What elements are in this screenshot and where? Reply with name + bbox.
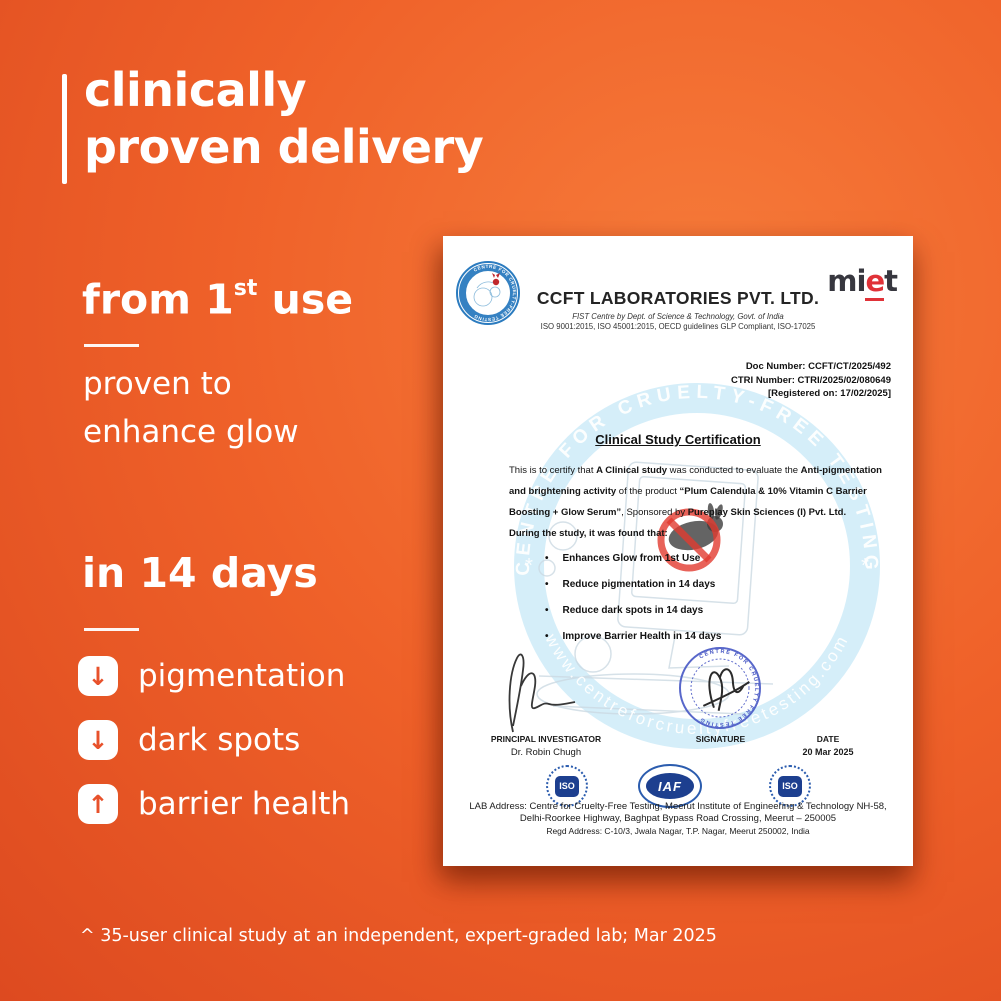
miet-mi: mi bbox=[827, 264, 866, 298]
down-arrow-icon: ↓ bbox=[78, 656, 118, 696]
date-value: 20 Mar 2025 bbox=[802, 747, 854, 757]
result-label: dark spots bbox=[138, 722, 301, 758]
doc-number: Doc Number: CCFT/CT/2025/492 bbox=[745, 361, 891, 372]
result-barrier-health: ↑ barrier health bbox=[78, 784, 350, 824]
logo-rabbit-mark bbox=[492, 273, 500, 286]
ccft-logo-icon: CENTRE FOR CRUELTY-FREE TESTING bbox=[456, 261, 520, 325]
investigator-signature bbox=[508, 653, 576, 733]
miet-logo: miet bbox=[827, 264, 898, 301]
divider-first-use bbox=[84, 344, 139, 347]
date-label: DATE bbox=[816, 734, 840, 744]
result-label: pigmentation bbox=[138, 658, 346, 694]
body-text: , Sponsored by bbox=[621, 507, 688, 518]
ctri-number: CTRI Number: CTRI/2025/02/080649 bbox=[731, 374, 891, 386]
down-arrow-icon: ↓ bbox=[78, 720, 118, 760]
iso-badge-label: ISO bbox=[778, 775, 802, 797]
org-name: CCFT LABORATORIES PVT. LTD. bbox=[536, 288, 820, 308]
first-use-text: from 1 bbox=[82, 275, 234, 324]
signature-label: SIGNATURE bbox=[695, 734, 746, 744]
iso-badge-icon: ISO bbox=[769, 765, 811, 807]
regd-address: Regd Address: C-10/3, Jwala Nagar, T.P. … bbox=[546, 826, 810, 836]
certificate: CENTRE FOR CRUELTY-FREE TESTING www.cent… bbox=[443, 236, 913, 866]
headline: clinically proven delivery bbox=[84, 62, 484, 176]
headline-accent-bar bbox=[62, 74, 67, 184]
first-use-tail: use bbox=[257, 275, 354, 324]
result-pigmentation: ↓ pigmentation bbox=[78, 656, 345, 696]
body-bold: A Clinical study bbox=[596, 465, 668, 476]
org-iso-line: ISO 9001:2015, ISO 45001:2015, OECD guid… bbox=[540, 322, 816, 331]
certificate-body: This is to certify that A Clinical study… bbox=[509, 460, 883, 650]
lab-address-line1: LAB Address: Centre for Cruelty-Free Tes… bbox=[469, 801, 887, 812]
footnote: ^ 35-user clinical study at an independe… bbox=[80, 926, 717, 946]
org-header: CCFT LABORATORIES PVT. LTD. FIST Centre … bbox=[443, 288, 913, 331]
body-text: This is to certify that bbox=[509, 465, 597, 476]
body-text: was conducted to evaluate the bbox=[667, 465, 801, 476]
body-text: of the product bbox=[616, 486, 680, 497]
doc-numbers: Doc Number: CCFT/CT/2025/492 CTRI Number… bbox=[731, 360, 891, 401]
finding-item: Enhances Glow from 1st Use bbox=[545, 546, 883, 572]
claim-14-days-heading: in 14 days bbox=[82, 549, 318, 597]
sub-line2: enhance glow bbox=[83, 414, 299, 450]
iaf-badge-icon: IAF bbox=[638, 764, 702, 808]
address-block: LAB Address: Centre for Cruelty-Free Tes… bbox=[443, 801, 913, 837]
iso-badge-label: ISO bbox=[555, 775, 579, 797]
first-use-superscript: st bbox=[233, 276, 258, 301]
certificate-title: Clinical Study Certification bbox=[595, 432, 761, 447]
org-subtitle: FIST Centre by Dept. of Science & Techno… bbox=[572, 312, 784, 321]
claim-first-use-heading: from 1st use bbox=[82, 270, 353, 323]
signature-stamp-icon: CENTRE FOR CRUELTY FREE TESTING bbox=[679, 647, 761, 729]
result-label: barrier health bbox=[138, 786, 351, 822]
headline-line1: clinically bbox=[84, 63, 307, 117]
result-dark-spots: ↓ dark spots bbox=[78, 720, 300, 760]
miet-e: e bbox=[865, 264, 885, 301]
certificate-paragraph: This is to certify that A Clinical study… bbox=[509, 460, 883, 523]
up-arrow-icon: ↑ bbox=[78, 784, 118, 824]
registered-on: [Registered on: 17/02/2025] bbox=[767, 388, 891, 399]
findings-intro: During the study, it was found that: bbox=[509, 528, 668, 539]
finding-item: Reduce dark spots in 14 days bbox=[545, 598, 883, 624]
finding-item: Reduce pigmentation in 14 days bbox=[545, 572, 883, 598]
sub-line1: proven to bbox=[83, 366, 232, 402]
claim-first-use-sub: proven to enhance glow bbox=[83, 360, 299, 456]
lab-address-line2: Delhi-Roorkee Highway, Baghpat Bypass Ro… bbox=[519, 813, 837, 824]
headline-line2: proven delivery bbox=[84, 120, 484, 174]
iaf-badge-label: IAF bbox=[646, 773, 694, 799]
miet-t: t bbox=[884, 264, 898, 298]
principal-investigator-name: Dr. Robin Chugh bbox=[510, 747, 582, 758]
findings-list: Enhances Glow from 1st Use Reduce pigmen… bbox=[545, 546, 883, 650]
divider-14-days bbox=[84, 628, 139, 631]
principal-investigator-label: PRINCIPAL INVESTIGATOR bbox=[490, 734, 602, 744]
sponsor-name: Pureplay Skin Sciences (I) Pvt. Ltd. bbox=[687, 507, 847, 518]
iso-badge-icon: ISO bbox=[546, 765, 588, 807]
